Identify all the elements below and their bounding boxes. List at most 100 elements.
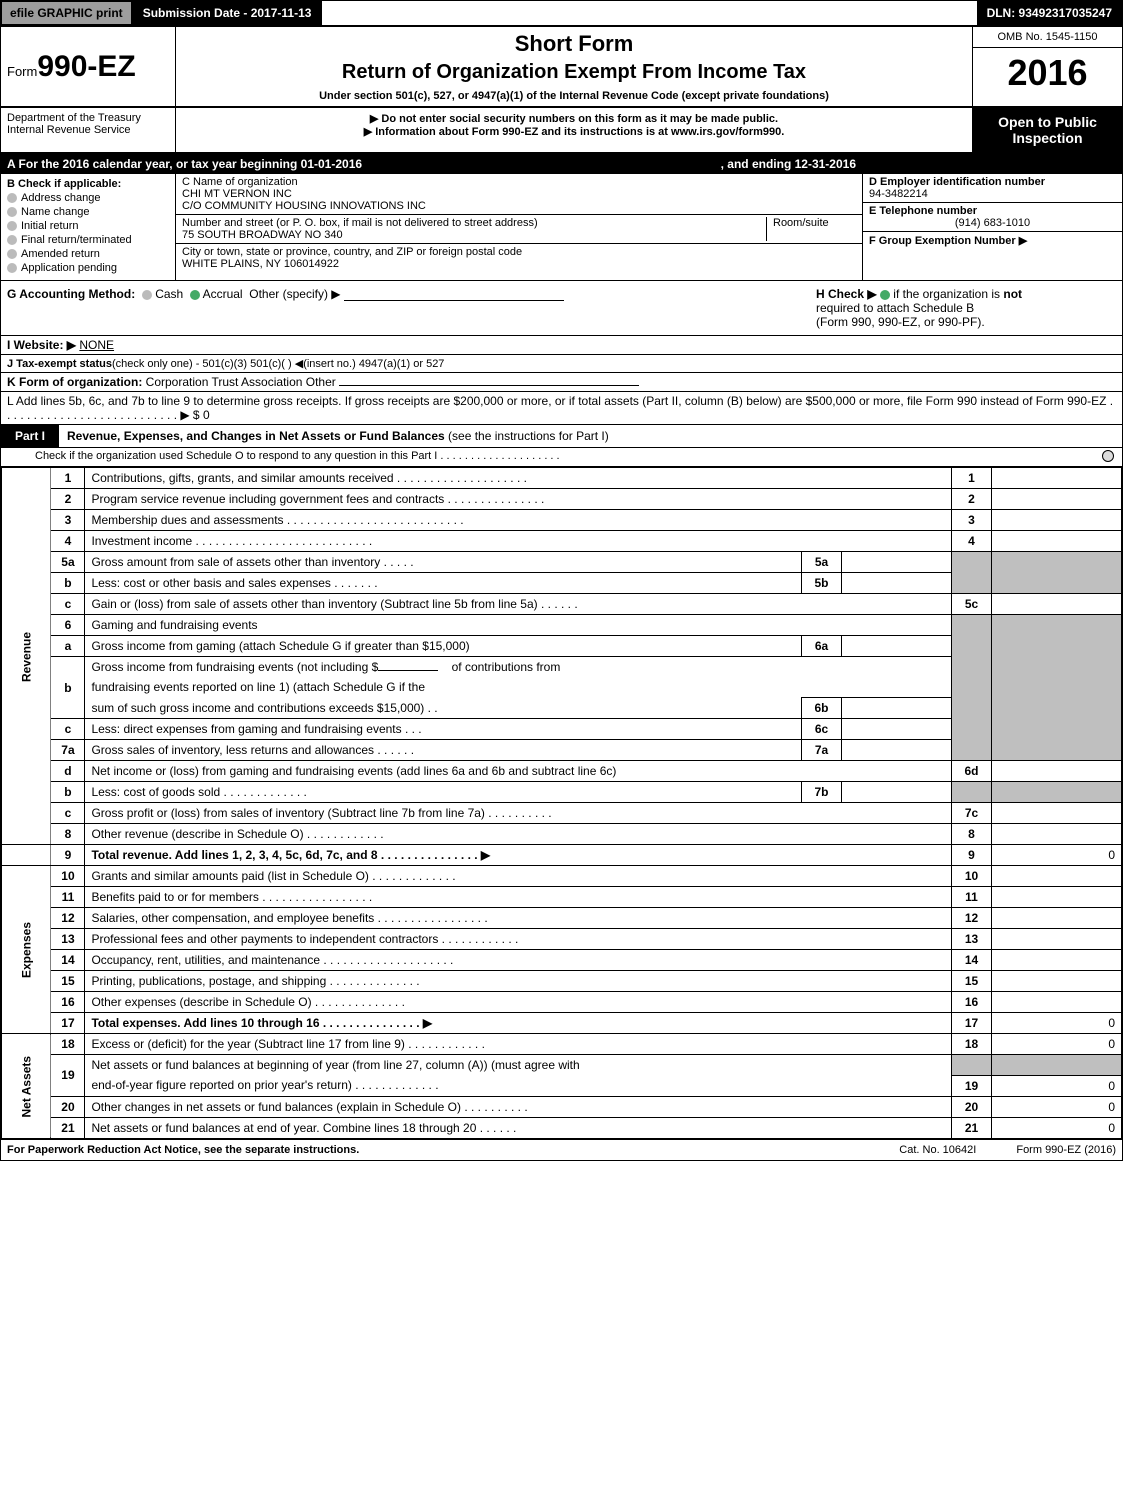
chk-name-change[interactable]: Name change	[7, 206, 169, 218]
h-check: H Check ▶ if the organization is not req…	[816, 287, 1116, 329]
i-website-row: I Website: ▶ NONE	[1, 336, 1122, 355]
b-label: B Check if applicable:	[7, 178, 169, 190]
h-text3: (Form 990, 990-EZ, or 990-PF).	[816, 315, 985, 329]
line-18-value[interactable]: 0	[992, 1034, 1122, 1055]
line-desc: Benefits paid to or for members . . . . …	[85, 887, 952, 908]
k-other-line[interactable]	[339, 385, 639, 386]
org-name-2: C/O COMMUNITY HOUSING INNOVATIONS INC	[182, 200, 856, 212]
line-14-value[interactable]	[992, 950, 1122, 971]
line-desc: Gross amount from sale of assets other t…	[85, 552, 802, 573]
line-desc: Excess or (deficit) for the year (Subtra…	[85, 1034, 952, 1055]
line-15-value[interactable]	[992, 971, 1122, 992]
line-6b-value[interactable]	[842, 698, 952, 719]
line-desc: Gain or (loss) from sale of assets other…	[85, 594, 952, 615]
line-7b-value[interactable]	[842, 782, 952, 803]
line-desc: Gross income from gaming (attach Schedul…	[85, 636, 802, 657]
line-6d-value[interactable]	[992, 761, 1122, 782]
website-value: NONE	[79, 338, 579, 352]
chk-initial-return[interactable]: Initial return	[7, 220, 169, 232]
line-num: b	[51, 782, 85, 803]
shade-cell	[992, 615, 1122, 761]
shade-cell	[952, 615, 992, 761]
j-tax-exempt-row: J Tax-exempt status(check only one) - 50…	[1, 355, 1122, 373]
line-num: 6	[51, 615, 85, 636]
line-12-value[interactable]	[992, 908, 1122, 929]
radio-icon[interactable]	[190, 290, 200, 300]
line-20-value[interactable]: 0	[992, 1096, 1122, 1117]
f-group-exemption-label: F Group Exemption Number ▶	[869, 234, 1116, 247]
radio-icon	[7, 207, 17, 217]
submission-date-button[interactable]: Submission Date - 2017-11-13	[132, 1, 323, 25]
row-a-ending: , and ending 12-31-2016	[721, 157, 856, 171]
line-4-value[interactable]	[992, 531, 1122, 552]
line-17-value[interactable]: 0	[992, 1013, 1122, 1034]
line-desc: Net assets or fund balances at end of ye…	[85, 1117, 952, 1138]
line-9-value[interactable]: 0	[992, 845, 1122, 866]
line-rtnum: 1	[952, 468, 992, 489]
line-num: c	[51, 594, 85, 615]
line-5c-value[interactable]	[992, 594, 1122, 615]
line-2-value[interactable]	[992, 489, 1122, 510]
j-label: J Tax-exempt status	[7, 358, 112, 370]
schedule-o-checkbox[interactable]	[1102, 450, 1114, 462]
other-specify-line[interactable]	[344, 300, 564, 301]
shade-cell	[992, 552, 1122, 594]
chk-address-change[interactable]: Address change	[7, 192, 169, 204]
street-label: Number and street (or P. O. box, if mail…	[182, 217, 766, 229]
l6b-amount-line[interactable]	[378, 670, 438, 671]
part-i-title-text: Revenue, Expenses, and Changes in Net As…	[67, 429, 445, 443]
line-5b-value[interactable]	[842, 573, 952, 594]
open-to-public: Open to Public Inspection	[972, 108, 1122, 152]
line-num: 12	[51, 908, 85, 929]
line-desc: Less: direct expenses from gaming and fu…	[85, 719, 802, 740]
line-1-value[interactable]	[992, 468, 1122, 489]
line-desc: Gross sales of inventory, less returns a…	[85, 740, 802, 761]
line-num: 19	[51, 1055, 85, 1097]
line-8-value[interactable]	[992, 824, 1122, 845]
chk-amended-return[interactable]: Amended return	[7, 248, 169, 260]
line-rtnum: 2	[952, 489, 992, 510]
h-label: H Check ▶	[816, 287, 877, 301]
row-a-text: A For the 2016 calendar year, or tax yea…	[7, 157, 362, 171]
inner-num: 7b	[802, 782, 842, 803]
line-6a-value[interactable]	[842, 636, 952, 657]
shade-cell	[992, 782, 1122, 803]
no-ssn-notice: ▶ Do not enter social security numbers o…	[182, 112, 966, 125]
line-10-value[interactable]	[992, 866, 1122, 887]
form-title: Return of Organization Exempt From Incom…	[182, 61, 966, 84]
tax-year: 2016	[973, 48, 1122, 98]
line-desc: Gaming and fundraising events	[85, 615, 952, 636]
line-rtnum: 3	[952, 510, 992, 531]
l6b-d1b: of contributions from	[452, 660, 561, 674]
line-desc: Less: cost or other basis and sales expe…	[85, 573, 802, 594]
line-3-value[interactable]	[992, 510, 1122, 531]
inner-num: 5b	[802, 573, 842, 594]
line-7a-value[interactable]	[842, 740, 952, 761]
open-label: Open to Public	[977, 114, 1118, 130]
line-7c-value[interactable]	[992, 803, 1122, 824]
line-21-value[interactable]: 0	[992, 1117, 1122, 1138]
line-5a-value[interactable]	[842, 552, 952, 573]
line-rtnum: 15	[952, 971, 992, 992]
line-16-value[interactable]	[992, 992, 1122, 1013]
l-text: L Add lines 5b, 6c, and 7b to line 9 to …	[7, 394, 1113, 422]
line-desc: Salaries, other compensation, and employ…	[85, 908, 952, 929]
line-rtnum: 13	[952, 929, 992, 950]
org-name-1: CHI MT VERNON INC	[182, 188, 856, 200]
chk-final-return[interactable]: Final return/terminated	[7, 234, 169, 246]
line-19-value[interactable]: 0	[992, 1075, 1122, 1096]
radio-icon[interactable]	[880, 290, 890, 300]
line-rtnum: 4	[952, 531, 992, 552]
c-name-label: C Name of organization	[182, 176, 856, 188]
line-11-value[interactable]	[992, 887, 1122, 908]
efile-print-button[interactable]: efile GRAPHIC print	[1, 1, 132, 25]
radio-icon[interactable]	[142, 290, 152, 300]
footer-formref: Form 990-EZ (2016)	[1016, 1144, 1116, 1156]
j-options: (check only one) - 501(c)(3) 501(c)( ) ◀…	[112, 358, 444, 370]
chk-application-pending[interactable]: Application pending	[7, 262, 169, 274]
line-rtnum: 10	[952, 866, 992, 887]
line-num: b	[51, 573, 85, 594]
city-label: City or town, state or province, country…	[182, 246, 856, 258]
line-6c-value[interactable]	[842, 719, 952, 740]
line-13-value[interactable]	[992, 929, 1122, 950]
